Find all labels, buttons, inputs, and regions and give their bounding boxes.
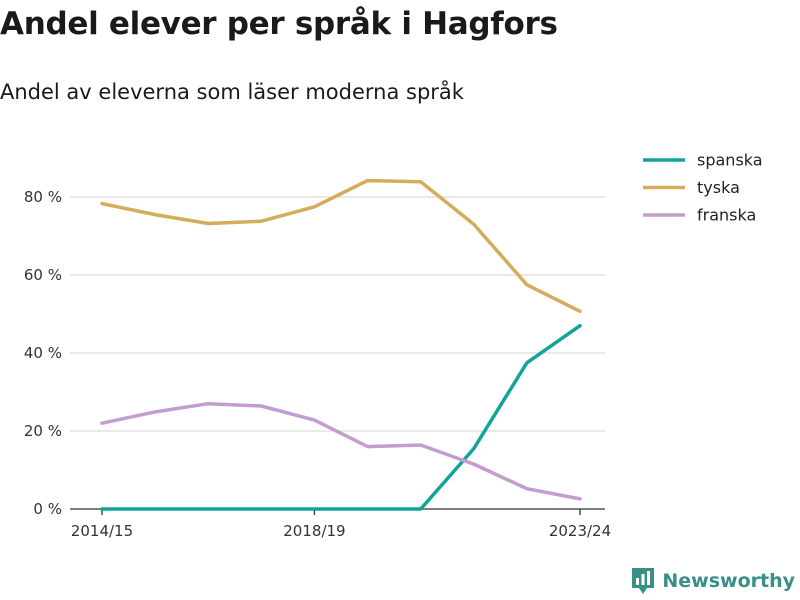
legend-label-spanska: spanska xyxy=(697,151,763,170)
x-tick-label: 2023/24 xyxy=(549,522,611,540)
bar-chart-pin-icon xyxy=(632,568,655,594)
y-tick-label: 20 % xyxy=(24,422,62,440)
legend-label-franska: franska xyxy=(697,206,756,225)
brand-name: Newsworthy xyxy=(662,570,795,592)
x-tick-label: 2014/15 xyxy=(71,522,133,540)
gridlines xyxy=(70,196,605,432)
legend-label-tyska: tyska xyxy=(697,178,740,197)
x-tick-label: 2018/19 xyxy=(283,522,345,540)
newsworthy-logo: Newsworthy xyxy=(630,566,795,596)
series-line-tyska xyxy=(100,178,582,314)
y-axis-ticks: 0 % 20 % 40 % 60 % 80 % xyxy=(24,188,62,518)
y-tick-label: 60 % xyxy=(24,266,62,284)
series-lines xyxy=(100,178,582,511)
series-line-spanska xyxy=(100,323,582,511)
chart-subtitle: Andel av eleverna som läser moderna språ… xyxy=(0,80,464,104)
y-tick-label: 0 % xyxy=(33,500,62,518)
y-tick-label: 80 % xyxy=(24,188,62,206)
legend: spanska tyska franska xyxy=(643,151,763,225)
chart-title: Andel elever per språk i Hagfors xyxy=(0,6,558,42)
y-tick-label: 40 % xyxy=(24,344,62,362)
series-line-franska xyxy=(100,401,582,501)
x-axis: 2014/15 2018/19 2023/24 xyxy=(70,508,611,540)
